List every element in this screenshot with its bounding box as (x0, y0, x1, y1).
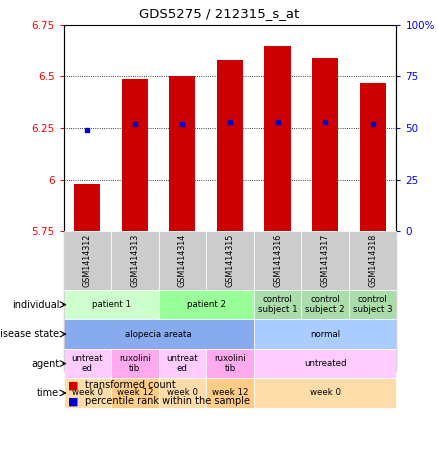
Text: time: time (37, 388, 59, 398)
Text: percentile rank within the sample: percentile rank within the sample (85, 396, 251, 406)
Bar (312, 58, 338, 231)
Text: GSM1414315: GSM1414315 (226, 234, 234, 287)
Text: patient 2: patient 2 (187, 300, 226, 309)
Bar (217, 60, 243, 231)
Text: normal: normal (310, 330, 340, 338)
Text: disease state: disease state (0, 329, 59, 339)
Text: untreat
ed: untreat ed (166, 354, 198, 373)
Text: control
subject 2: control subject 2 (305, 295, 345, 314)
Text: week 0: week 0 (72, 389, 103, 397)
Bar (122, 78, 148, 231)
Text: untreat
ed: untreat ed (71, 354, 103, 373)
Text: ruxolini
tib: ruxolini tib (119, 354, 151, 373)
Text: GSM1414313: GSM1414313 (131, 234, 139, 287)
Text: ruxolini
tib: ruxolini tib (214, 354, 246, 373)
Text: GSM1414314: GSM1414314 (178, 234, 187, 287)
Text: week 0: week 0 (167, 389, 198, 397)
Bar (265, 45, 290, 231)
Text: week 0: week 0 (310, 389, 341, 397)
Text: untreated: untreated (304, 359, 346, 368)
Text: GSM1414316: GSM1414316 (273, 234, 282, 287)
Text: GSM1414312: GSM1414312 (83, 234, 92, 287)
Text: GDS5275 / 212315_s_at: GDS5275 / 212315_s_at (139, 7, 299, 20)
Text: GSM1414317: GSM1414317 (321, 234, 329, 287)
Text: ■: ■ (68, 380, 78, 390)
Text: GSM1414318: GSM1414318 (368, 234, 377, 287)
Text: week 12: week 12 (117, 389, 153, 397)
Bar (170, 77, 195, 231)
Bar (360, 82, 386, 231)
Text: individual: individual (12, 299, 59, 310)
Text: patient 1: patient 1 (92, 300, 131, 309)
Text: control
subject 3: control subject 3 (353, 295, 392, 314)
Text: ■: ■ (68, 396, 78, 406)
Text: control
subject 1: control subject 1 (258, 295, 297, 314)
Text: agent: agent (31, 358, 59, 369)
Text: week 12: week 12 (212, 389, 248, 397)
Text: transformed count: transformed count (85, 380, 176, 390)
Text: alopecia areata: alopecia areata (125, 330, 192, 338)
Bar (74, 183, 100, 231)
